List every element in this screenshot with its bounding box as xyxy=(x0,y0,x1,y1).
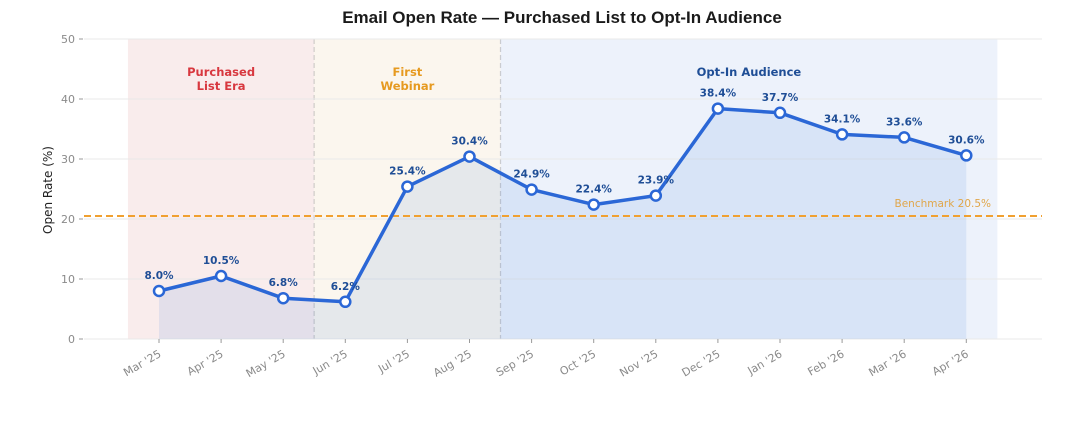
y-tick-label: 20 xyxy=(61,213,75,226)
y-tick-label: 50 xyxy=(61,33,75,46)
region-label: First xyxy=(392,65,422,79)
y-tick-label: 0 xyxy=(68,333,75,346)
x-tick-label: Aug '25 xyxy=(431,347,474,379)
series-line xyxy=(157,106,969,304)
y-axis-label: Open Rate (%) xyxy=(41,146,55,234)
area-fill xyxy=(159,108,967,339)
data-point xyxy=(897,131,911,144)
data-label: 23.9% xyxy=(638,175,675,187)
data-label: 30.4% xyxy=(451,136,488,148)
y-axis-ticks: 0 10 20 30 40 50 xyxy=(61,33,83,346)
data-label: 37.7% xyxy=(762,92,799,104)
data-point xyxy=(835,128,849,141)
gridlines xyxy=(84,38,1042,340)
data-label: 8.0% xyxy=(144,270,174,282)
data-point xyxy=(649,189,663,202)
data-points xyxy=(152,102,973,309)
data-label: 38.4% xyxy=(700,88,737,100)
data-label: 6.8% xyxy=(269,277,299,289)
x-tick-label: Jul '25 xyxy=(375,347,412,376)
x-axis-ticks: Mar '25 Apr '25 May '25 Jun '25 Jul '25 Aug '… xyxy=(121,339,971,380)
region-label: Opt-In Audience xyxy=(697,65,802,79)
data-label: 10.5% xyxy=(203,255,240,267)
data-label: 34.1% xyxy=(824,113,861,125)
area-path xyxy=(159,108,967,339)
x-tick-label: Jan '26 xyxy=(745,347,785,378)
data-point xyxy=(276,291,290,305)
data-point xyxy=(214,269,228,283)
x-tick-label: Mar '26 xyxy=(866,347,908,379)
data-point xyxy=(711,102,725,115)
data-label: 33.6% xyxy=(886,116,923,128)
region-band xyxy=(500,39,998,339)
x-tick-label: Apr '25 xyxy=(185,347,226,378)
x-tick-label: Oct '25 xyxy=(557,347,598,378)
x-tick-label: Mar '25 xyxy=(121,347,163,379)
x-tick-label: Feb '26 xyxy=(805,347,846,378)
x-tick-label: Nov '25 xyxy=(617,347,660,379)
data-label: 30.6% xyxy=(948,134,985,146)
y-tick-label: 30 xyxy=(61,153,75,166)
data-point xyxy=(463,150,476,163)
x-tick-label: May '25 xyxy=(244,347,288,380)
data-point xyxy=(587,198,600,211)
region-label: List Era xyxy=(197,79,246,93)
series-polyline xyxy=(157,106,969,304)
region-label: Webinar xyxy=(380,79,434,93)
region-label: Purchased xyxy=(187,65,255,79)
data-point xyxy=(339,295,352,309)
y-tick-label: 40 xyxy=(61,93,75,106)
data-point xyxy=(773,106,787,120)
data-point xyxy=(960,149,973,162)
x-tick-label: Jun '25 xyxy=(310,347,350,378)
benchmark-line: Benchmark 20.5% xyxy=(84,198,1042,217)
benchmark-label: Benchmark 20.5% xyxy=(895,198,992,210)
chart-title: Email Open Rate — Purchased List to Opt-… xyxy=(342,8,782,27)
data-point xyxy=(525,183,538,196)
data-labels: 8.0% 10.5% 6.8% 6.2% 25.4% 30.4% 24.9% 22.4% 23.… xyxy=(144,88,985,293)
y-tick-label: 10 xyxy=(61,273,75,286)
data-label: 6.2% xyxy=(331,281,361,293)
data-label: 24.9% xyxy=(513,169,550,181)
x-tick-label: Dec '25 xyxy=(680,347,723,379)
data-point xyxy=(401,180,414,193)
data-label: 22.4% xyxy=(575,184,612,196)
x-tick-label: Sep '25 xyxy=(494,347,536,379)
x-tick-label: Apr '26 xyxy=(930,347,971,378)
data-label: 25.4% xyxy=(389,166,426,178)
data-point xyxy=(152,284,166,298)
